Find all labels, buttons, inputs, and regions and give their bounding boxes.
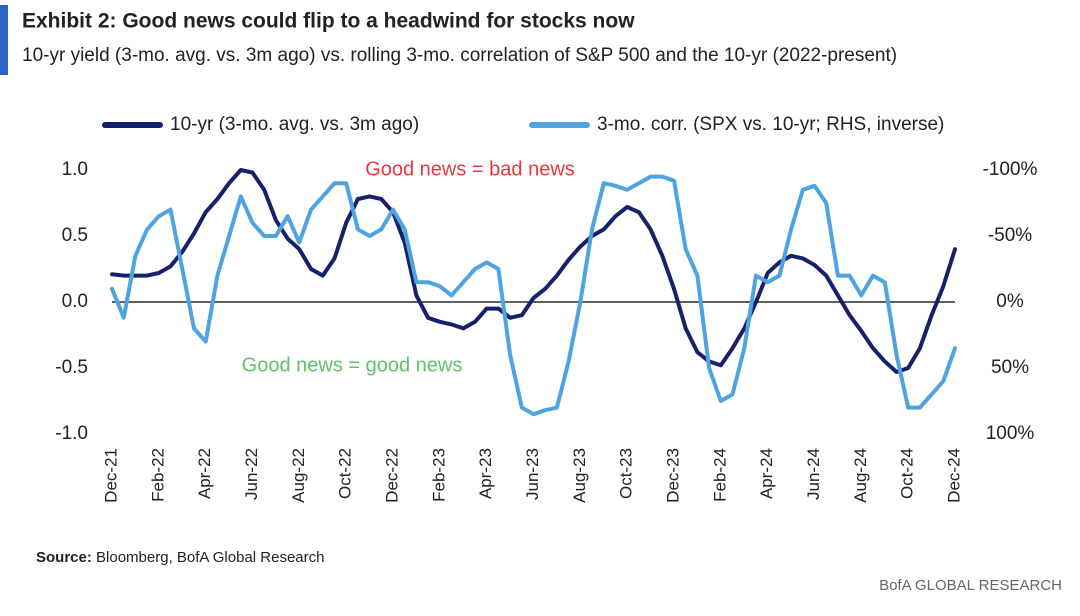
chart-title: Exhibit 2: Good news could flip to a hea… bbox=[22, 10, 635, 33]
x-tick-label: Jun-22 bbox=[242, 448, 261, 500]
y-tick-label: 0.0 bbox=[62, 291, 88, 312]
series-line bbox=[110, 174, 957, 417]
y2-tick-label: -50% bbox=[988, 225, 1032, 246]
x-tick-label: Jun-23 bbox=[523, 448, 542, 500]
x-tick-label: Dec-21 bbox=[101, 448, 120, 503]
accent-bar bbox=[0, 5, 8, 75]
legend-label: 10-yr (3-mo. avg. vs. 3m ago) bbox=[170, 114, 419, 135]
x-tick-label: Apr-22 bbox=[195, 448, 214, 499]
y-tick-label: -0.5 bbox=[55, 357, 88, 378]
x-tick-label: Dec-24 bbox=[944, 448, 963, 503]
x-tick-label: Apr-24 bbox=[757, 448, 776, 499]
annotation: Good news = bad news bbox=[365, 158, 575, 180]
y-tick-label: -1.0 bbox=[55, 423, 88, 444]
x-tick-label: Aug-22 bbox=[289, 448, 308, 503]
source-text: Bloomberg, BofA Global Research bbox=[96, 549, 324, 566]
x-tick-label: Feb-24 bbox=[710, 448, 729, 502]
x-tick-label: Oct-22 bbox=[336, 448, 355, 499]
x-tick-label: Aug-23 bbox=[570, 448, 589, 503]
y2-tick-label: 50% bbox=[991, 357, 1029, 378]
series-line bbox=[110, 168, 957, 374]
x-tick-label: Oct-23 bbox=[617, 448, 636, 499]
y-tick-label: 0.5 bbox=[62, 225, 88, 246]
x-tick-label: Dec-22 bbox=[382, 448, 401, 503]
x-tick-label: Oct-24 bbox=[898, 448, 917, 499]
x-tick-label: Dec-23 bbox=[663, 448, 682, 503]
x-tick-label: Aug-24 bbox=[851, 448, 870, 503]
x-tick-label: Jun-24 bbox=[804, 448, 823, 500]
chart-subtitle: 10-yr yield (3-mo. avg. vs. 3m ago) vs. … bbox=[22, 45, 897, 66]
brand: BofA GLOBAL RESEARCH bbox=[879, 577, 1062, 594]
y2-tick-label: 100% bbox=[986, 423, 1035, 444]
y2-tick-label: 0% bbox=[996, 291, 1024, 312]
source-label: Source: bbox=[36, 549, 92, 566]
x-tick-label: Feb-23 bbox=[429, 448, 448, 502]
x-tick-label: Apr-23 bbox=[476, 448, 495, 499]
legend-label: 3-mo. corr. (SPX vs. 10-yr; RHS, inverse… bbox=[597, 114, 944, 135]
source: Source: Bloomberg, BofA Global Research bbox=[36, 549, 325, 566]
y2-tick-label: -100% bbox=[983, 159, 1038, 180]
x-tick-label: Feb-22 bbox=[148, 448, 167, 502]
y-tick-label: 1.0 bbox=[62, 159, 88, 180]
annotation: Good news = good news bbox=[242, 354, 463, 376]
